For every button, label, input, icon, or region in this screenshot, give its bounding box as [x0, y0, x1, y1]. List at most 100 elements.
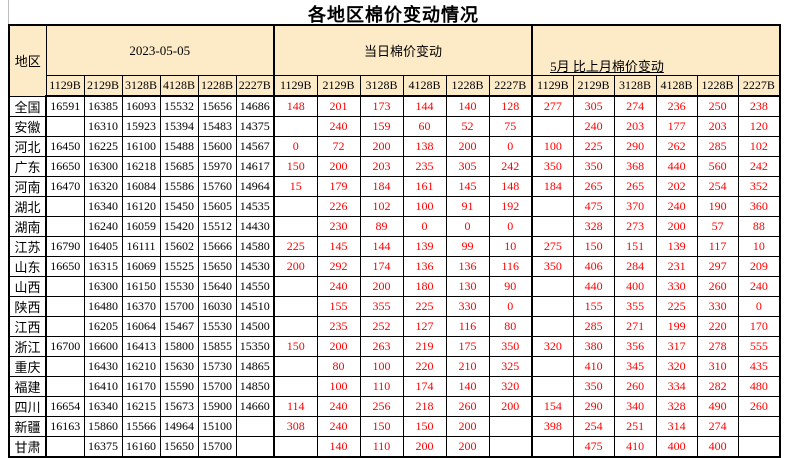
monthly-change-cell: 260: [613, 375, 657, 397]
price-cell: 15760: [197, 175, 237, 197]
monthly-change-cell: 225: [655, 295, 698, 317]
price-cell: 15483: [197, 115, 237, 137]
price-cell: 15700: [197, 375, 237, 397]
table-row-江苏: 江苏 16790 16405 16111 15602 15666 14580 225 145 14…: [8, 235, 781, 257]
grade-header-date-2129b: 2129B: [83, 75, 123, 97]
monthly-change-cell: 314: [655, 415, 698, 437]
daily-change-cell: 128: [488, 95, 533, 117]
price-cell: 15467: [159, 315, 199, 337]
price-cell: 14850: [235, 375, 275, 397]
daily-change-cell: 350: [488, 335, 533, 357]
daily-change-cell: 180: [402, 275, 447, 297]
region-cell: 重庆: [8, 355, 47, 377]
price-cell: 14686: [235, 95, 275, 117]
monthly-change-cell: [531, 275, 574, 297]
price-cell: [45, 115, 85, 137]
daily-change-cell: 136: [445, 255, 490, 277]
daily-change-cell: 200: [359, 135, 404, 157]
price-cell: 16650: [45, 255, 85, 277]
monthly-change-cell: 154: [531, 395, 574, 417]
price-cell: 16340: [83, 395, 123, 417]
monthly-change-cell: 340: [613, 395, 657, 417]
monthly-change-cell: 100: [531, 135, 574, 157]
monthly-change-cell: 240: [655, 195, 698, 217]
daily-change-cell: 72: [316, 135, 361, 157]
price-cell: 15650: [197, 255, 237, 277]
grade-header-daily-2129b: 2129B: [316, 75, 361, 97]
monthly-change-cell: 330: [696, 295, 739, 317]
daily-change-cell: 0: [488, 135, 533, 157]
daily-change-cell: [273, 275, 318, 297]
monthly-change-cell: 155: [572, 295, 615, 317]
monthly-change-cell: 398: [531, 415, 574, 437]
table-row-浙江: 浙江 16700 16600 16413 15800 15855 15350 150 200 26…: [8, 335, 781, 357]
daily-change-cell: 219: [402, 335, 447, 357]
monthly-change-cell: 262: [655, 135, 698, 157]
grade-header-monthly-4128b: 4128B: [655, 75, 698, 97]
price-cell: 16163: [45, 415, 85, 437]
price-cell: 14567: [235, 135, 275, 157]
monthly-change-cell: 400: [696, 435, 739, 457]
monthly-change-cell: 184: [531, 175, 574, 197]
monthly-change-cell: 328: [655, 395, 698, 417]
price-cell: 16225: [83, 135, 123, 157]
grade-header-daily-3128b: 3128B: [359, 75, 404, 97]
monthly-change-cell: 203: [613, 115, 657, 137]
daily-change-cell: 116: [488, 255, 533, 277]
monthly-change-cell: 480: [737, 375, 781, 397]
table-row-河北: 河北 16450 16225 16100 15488 15600 14567 0 72 200 13…: [8, 135, 781, 157]
price-cell: 16591: [45, 95, 85, 117]
price-cell: 16450: [45, 135, 85, 157]
daily-change-cell: 75: [488, 115, 533, 137]
daily-change-cell: 0: [488, 215, 533, 237]
price-cell: 14580: [235, 235, 275, 257]
region-cell: 河北: [8, 135, 47, 157]
daily-change-cell: 200: [488, 395, 533, 417]
price-cell: 16315: [83, 255, 123, 277]
price-cell: 16480: [83, 295, 123, 317]
table-row-湖南: 湖南 16240 16059 15420 15512 14430 230 89 0 0 0 328 27…: [8, 215, 781, 237]
price-cell: 15532: [159, 95, 199, 117]
daily-change-cell: 230: [316, 215, 361, 237]
grade-header-date-1129b: 1129B: [45, 75, 85, 97]
price-cell: 16150: [121, 275, 161, 297]
daily-change-cell: [488, 415, 533, 437]
price-cell: 15860: [83, 415, 123, 437]
grade-header-monthly-1228b: 1228B: [696, 75, 739, 97]
monthly-change-cell: 334: [655, 375, 698, 397]
monthly-change-cell: [737, 435, 781, 457]
monthly-change-cell: 271: [613, 315, 657, 337]
table-row-甘肃: 甘肃 16375 16160 15650 15700 140 110 200 200 475 410…: [8, 435, 781, 457]
monthly-change-cell: [737, 415, 781, 437]
monthly-change-cell: 240: [572, 115, 615, 137]
price-cell: 14964: [159, 415, 199, 437]
monthly-change-cell: 240: [737, 275, 781, 297]
region-cell: 福建: [8, 375, 47, 397]
daily-change-cell: 139: [402, 235, 447, 257]
monthly-change-cell: 260: [696, 275, 739, 297]
daily-change-cell: 210: [445, 355, 490, 377]
table-row-四川: 四川 16654 16340 16215 15673 15900 14660 114 240 25…: [8, 395, 781, 417]
daily-change-cell: 226: [316, 195, 361, 217]
monthly-change-cell: 285: [572, 315, 615, 337]
daily-change-cell: 102: [359, 195, 404, 217]
grade-header-daily-1228b: 1228B: [445, 75, 490, 97]
table-row-全国: 全国 16591 16385 16093 15532 15656 14686 148 201 17…: [8, 95, 781, 117]
region-cell: 山西: [8, 275, 47, 297]
price-cell: 15605: [197, 195, 237, 217]
daily-change-cell: [273, 435, 318, 457]
monthly-change-cell: 190: [696, 195, 739, 217]
price-cell: 16650: [45, 155, 85, 177]
monthly-change-cell: 355: [613, 295, 657, 317]
price-cell: 15700: [197, 435, 237, 457]
price-cell: 14530: [235, 255, 275, 277]
price-cell: 16300: [83, 155, 123, 177]
table-row-山东: 山东 16650 16315 16069 15525 15650 14530 200 292 17…: [8, 255, 781, 277]
daily-change-cell: 148: [273, 95, 318, 117]
price-cell: 15666: [197, 235, 237, 257]
price-cell: 15566: [121, 415, 161, 437]
price-cell: 16160: [121, 435, 161, 457]
daily-change-cell: 200: [316, 155, 361, 177]
price-cell: 15673: [159, 395, 199, 417]
monthly-change-cell: 170: [737, 315, 781, 337]
